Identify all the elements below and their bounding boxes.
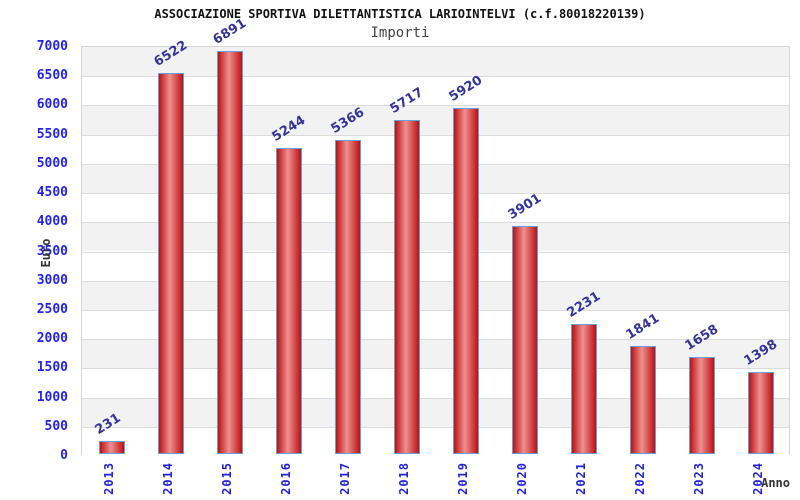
- y-tick-label: 1500: [36, 360, 68, 376]
- y-tick-label: 5500: [36, 126, 68, 142]
- gridline: [82, 163, 789, 165]
- bar-2022: [630, 346, 657, 454]
- bar-2023: [689, 357, 716, 454]
- background-band: [82, 76, 789, 106]
- background-band: [82, 134, 789, 164]
- y-tick-label: 2000: [36, 331, 68, 347]
- bar-2015: [216, 51, 243, 454]
- gridline: [82, 105, 789, 107]
- bar-2018: [393, 119, 420, 454]
- bar-2021: [571, 323, 598, 454]
- gridline: [82, 368, 789, 370]
- x-tick-label: 2014: [160, 462, 175, 495]
- x-tick-label: 2023: [692, 462, 707, 495]
- y-tick-label: 3500: [36, 243, 68, 259]
- bar-2014: [157, 72, 184, 454]
- background-band: [82, 397, 789, 427]
- x-tick-label: 2022: [633, 462, 648, 495]
- plot-area: 231 6522 6891 5244 5366 5717 5920 3901 2231 1841 1…: [81, 16, 790, 456]
- gridline: [82, 397, 789, 399]
- background-band: [82, 280, 789, 310]
- y-tick-label: 3000: [36, 272, 68, 288]
- y-tick-label: 4500: [36, 185, 68, 201]
- gridline: [82, 251, 789, 253]
- gridline: [82, 309, 789, 311]
- bar-2013: [98, 440, 125, 454]
- gridline: [82, 426, 789, 428]
- y-axis-tick-labels: 0 500 1000 1500 2000 2500 3000 3500 4000 4500 5000…: [0, 0, 68, 500]
- bar-2016: [275, 147, 302, 454]
- bar-2017: [334, 140, 361, 454]
- y-tick-label: 4000: [36, 214, 68, 230]
- background-band: [82, 105, 789, 135]
- gridline: [82, 134, 789, 136]
- background-band: [82, 222, 789, 252]
- background-band: [82, 251, 789, 281]
- x-tick-label: 2019: [456, 462, 471, 495]
- chart-title: ASSOCIAZIONE SPORTIVA DILETTANTISTICA LA…: [154, 7, 646, 21]
- y-tick-label: 7000: [36, 39, 68, 54]
- x-tick-label: 2020: [515, 462, 530, 495]
- y-tick-label: 1000: [36, 389, 68, 405]
- y-tick-label: 500: [44, 418, 68, 434]
- background-band: [82, 163, 789, 194]
- x-tick-label: 2021: [574, 462, 589, 495]
- x-tick-label: 2016: [278, 462, 293, 495]
- gridline: [82, 193, 789, 195]
- x-tick-label: 2018: [396, 462, 411, 495]
- background-band: [82, 339, 789, 369]
- x-tick-label: 2017: [337, 462, 352, 495]
- y-tick-label: 6500: [36, 68, 68, 84]
- y-tick-label: 2500: [36, 301, 68, 317]
- gridline: [82, 76, 789, 78]
- gridline: [82, 222, 789, 224]
- y-tick-label: 0: [60, 448, 68, 463]
- gridline: [82, 280, 789, 282]
- y-tick-label: 5000: [36, 155, 68, 171]
- y-axis-title: Euro: [39, 238, 53, 268]
- bar-2019: [453, 108, 480, 454]
- background-band: [82, 426, 789, 456]
- background-band: [82, 368, 789, 398]
- x-axis-title: Anno: [761, 476, 790, 490]
- x-tick-label: 2015: [219, 462, 234, 495]
- bar-2020: [512, 226, 539, 454]
- background-band: [82, 47, 789, 77]
- background-band: [82, 309, 789, 340]
- y-tick-label: 6000: [36, 97, 68, 113]
- x-tick-label: 2013: [101, 462, 116, 495]
- bar-2024: [748, 372, 775, 454]
- gridline: [82, 339, 789, 341]
- chart-subtitle: Importi: [370, 25, 430, 41]
- background-band: [82, 193, 789, 223]
